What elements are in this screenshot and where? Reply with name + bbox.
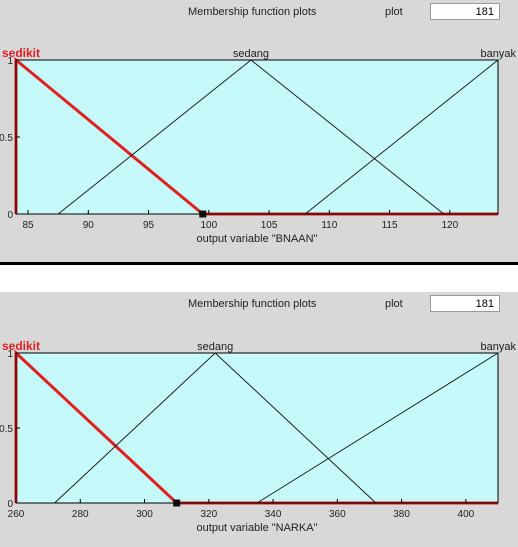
x-tick-label: 280 [72, 509, 89, 520]
x-tick-label: 85 [22, 220, 34, 231]
mf-line-banyak[interactable] [256, 352, 499, 504]
plot-area [16, 353, 498, 503]
membership-chart-1[interactable]: 85 90 95 100 105 110 115 120 0 0.5 1 output variabl… [0, 0, 518, 262]
x-tick-label: 115 [382, 220, 398, 231]
mf-label-sedikit[interactable]: sedikit [2, 339, 40, 353]
x-tick-label: 110 [321, 220, 337, 231]
plot-area [16, 60, 498, 214]
membership-plot-panel-1: Membership function plots plot 859095100… [0, 0, 518, 262]
y-tick-label: 1 [7, 349, 13, 360]
panel-divider [0, 262, 518, 265]
plot-points-label: plot [385, 298, 403, 310]
membership-plot-panel-2: Membership function plots plot 260 280 300… [0, 292, 518, 547]
mf-label-sedang[interactable]: sedang [197, 341, 233, 353]
x-tick-label: 260 [8, 509, 25, 520]
y-tick-label: 0.5 [0, 133, 13, 144]
x-tick-label: 300 [136, 509, 153, 520]
x-tick-label: 320 [200, 509, 217, 520]
x-tick-label: 340 [265, 509, 282, 520]
panel-title: Membership function plots [188, 6, 317, 18]
x-tick-label: 380 [393, 509, 410, 520]
y-tick-label: 1 [7, 56, 13, 67]
x-tick-label: 360 [329, 509, 346, 520]
x-axis-label: output variable "NARKA" [197, 522, 318, 534]
x-tick-label: 100 [200, 220, 217, 231]
x-axis-label: output variable "BNAAN" [197, 233, 318, 245]
mf-label-sedang[interactable]: sedang [233, 48, 269, 60]
x-tick-label: 120 [441, 220, 458, 231]
mf-label-banyak[interactable]: banyak [481, 341, 517, 353]
y-tick-label: 0 [7, 499, 13, 510]
plot-points-label: plot [385, 6, 403, 18]
plot-points-input[interactable] [430, 295, 500, 312]
x-tick-label: 95 [143, 220, 155, 231]
y-tick-label: 0.5 [0, 424, 13, 435]
membership-chart-2[interactable]: 260 280 300 320 340 360 380 400 0 0.5 1 output vari… [0, 292, 518, 547]
x-tick-label: 90 [83, 220, 95, 231]
x-tick-label: 400 [458, 509, 475, 520]
panel-title: Membership function plots [188, 298, 317, 310]
mf-label-sedikit[interactable]: sedikit [2, 46, 40, 60]
mf-label-banyak[interactable]: banyak [481, 48, 517, 60]
mf-line-banyak[interactable] [304, 59, 499, 215]
plot-points-input[interactable] [430, 3, 500, 20]
y-tick-label: 0 [7, 210, 13, 221]
x-tick-label: 105 [261, 220, 278, 231]
